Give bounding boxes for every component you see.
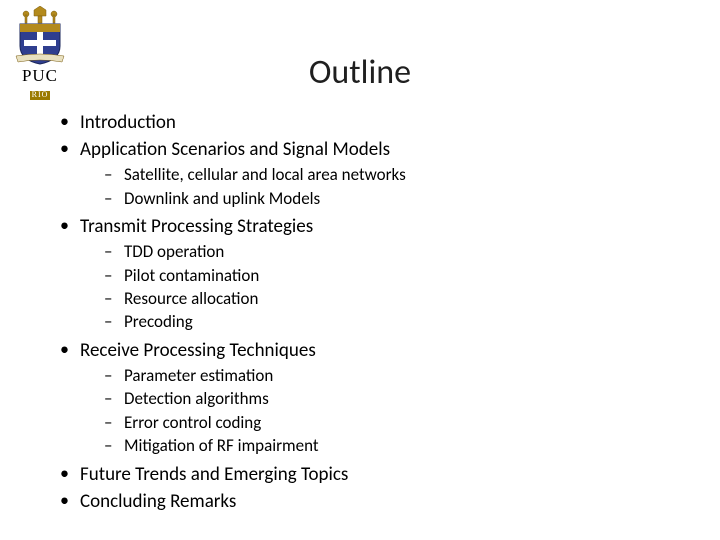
sub-list-item: Error control coding [80, 412, 700, 434]
bullet-text: Receive Processing Techniques [80, 339, 316, 362]
bullet-text: Transmit Processing Strategies [80, 215, 313, 238]
sub-bullet-text: Downlink and uplink Models [124, 188, 320, 209]
sub-list-item: Precoding [80, 311, 700, 333]
list-item: Future Trends and Emerging Topics [56, 462, 700, 487]
sub-bullet-text: Mitigation of RF impairment [124, 435, 319, 456]
sub-bullet-text: Resource allocation [124, 288, 258, 309]
list-item: Application Scenarios and Signal Models … [56, 137, 700, 210]
sub-bullet-text: TDD operation [124, 241, 224, 262]
sub-list-item: Parameter estimation [80, 365, 700, 387]
bullet-text: Concluding Remarks [80, 490, 236, 513]
sub-list-item: Downlink and uplink Models [80, 188, 700, 210]
sub-list-item: Satellite, cellular and local area netwo… [80, 164, 700, 186]
list-item: Transmit Processing Strategies TDD opera… [56, 214, 700, 334]
sub-list-item: Resource allocation [80, 288, 700, 310]
outline-list: Introduction Application Scenarios and S… [56, 110, 700, 514]
bullet-text: Introduction [80, 111, 176, 134]
sub-list: Satellite, cellular and local area netwo… [80, 164, 700, 210]
list-item: Receive Processing Techniques Parameter … [56, 338, 700, 458]
sub-list-item: TDD operation [80, 241, 700, 263]
sub-bullet-text: Satellite, cellular and local area netwo… [124, 164, 406, 185]
bullet-text: Future Trends and Emerging Topics [80, 463, 348, 486]
sub-list-item: Pilot contamination [80, 265, 700, 287]
sub-list: Parameter estimation Detection algorithm… [80, 365, 700, 458]
list-item: Concluding Remarks [56, 489, 700, 514]
sub-bullet-text: Error control coding [124, 412, 261, 433]
sub-bullet-text: Precoding [124, 311, 193, 332]
sub-list-item: Detection algorithms [80, 388, 700, 410]
sub-bullet-text: Parameter estimation [124, 365, 273, 386]
slide-title: Outline [0, 52, 720, 93]
sub-bullet-text: Pilot contamination [124, 265, 259, 286]
sub-bullet-text: Detection algorithms [124, 388, 269, 409]
sub-list-item: Mitigation of RF impairment [80, 435, 700, 457]
list-item: Introduction [56, 110, 700, 135]
slide: PUC RIO Outline Introduction Application… [0, 0, 720, 540]
bullet-text: Application Scenarios and Signal Models [80, 138, 390, 161]
sub-list: TDD operation Pilot contamination Resour… [80, 241, 700, 334]
slide-body: Introduction Application Scenarios and S… [56, 110, 700, 516]
